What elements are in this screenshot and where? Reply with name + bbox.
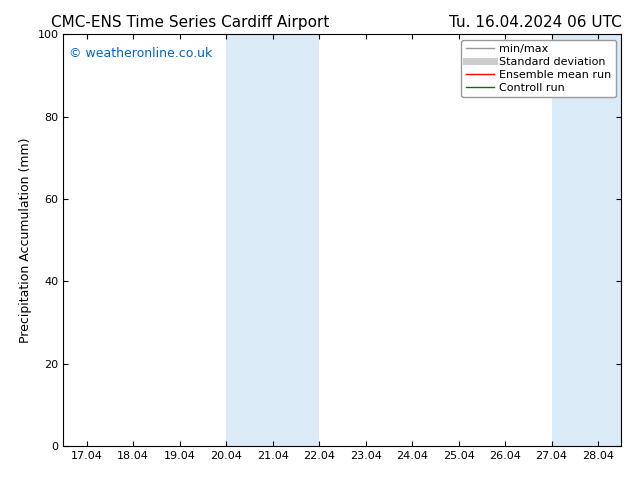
Bar [552, 34, 621, 446]
Text: Tu. 16.04.2024 06 UTC: Tu. 16.04.2024 06 UTC [449, 15, 621, 30]
Text: CMC-ENS Time Series Cardiff Airport: CMC-ENS Time Series Cardiff Airport [51, 15, 329, 30]
Text: © weatheronline.co.uk: © weatheronline.co.uk [69, 47, 212, 60]
Bar [226, 34, 319, 446]
Y-axis label: Precipitation Accumulation (mm): Precipitation Accumulation (mm) [19, 137, 32, 343]
Legend: min/max, Standard deviation, Ensemble mean run, Controll run: min/max, Standard deviation, Ensemble me… [462, 40, 616, 97]
